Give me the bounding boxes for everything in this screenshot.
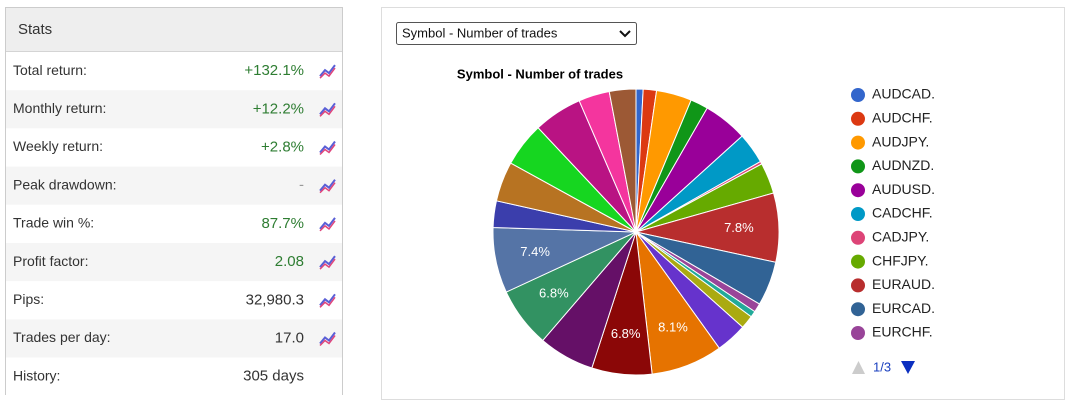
pie: 7.8% 8.1% 6.8% 6.8% 7.4% bbox=[492, 88, 780, 376]
stats-value: +2.8% bbox=[261, 138, 304, 155]
stats-row bbox=[6, 166, 342, 205]
chart-icon[interactable] bbox=[319, 102, 336, 117]
icon-line bbox=[319, 144, 336, 156]
legend-label: AUDUSD. bbox=[872, 181, 935, 197]
legend-label: CHFJPY. bbox=[872, 252, 929, 268]
stats-label: Profit factor: bbox=[13, 253, 88, 269]
legend: AUDCAD. AUDCHF. AUDJPY. AUDNZD. AUDUSD. CADCH… bbox=[851, 86, 935, 340]
icon-line bbox=[319, 64, 336, 77]
legend-swatch bbox=[851, 111, 865, 126]
legend-label: CADCHF. bbox=[872, 205, 933, 221]
icon-line bbox=[319, 182, 336, 194]
legend-label: AUDCAD. bbox=[872, 86, 935, 102]
slice-label: 6.8% bbox=[539, 286, 569, 301]
stats-row bbox=[6, 281, 342, 320]
icon-line bbox=[319, 217, 336, 230]
stats-label: Total return: bbox=[13, 62, 87, 78]
icon-line bbox=[319, 255, 336, 268]
chart-title: Symbol - Number of trades bbox=[457, 66, 623, 81]
stats-label: Weekly return: bbox=[13, 138, 103, 154]
legend-label: EURAUD. bbox=[872, 276, 935, 292]
stats-value: 17.0 bbox=[275, 329, 304, 346]
prev-page[interactable] bbox=[852, 361, 865, 374]
slice-label: 6.8% bbox=[611, 326, 641, 341]
legend-label: AUDJPY. bbox=[872, 133, 929, 149]
legend-swatch bbox=[851, 207, 865, 221]
icon-line bbox=[319, 258, 336, 270]
stats-row bbox=[6, 128, 342, 167]
stats-title: Stats bbox=[18, 21, 52, 38]
select-text: Symbol - Number of trades bbox=[402, 25, 558, 40]
icon-line bbox=[319, 102, 336, 115]
legend-label: EURCHF. bbox=[872, 324, 933, 340]
stats-label: Trade win %: bbox=[13, 215, 94, 231]
stats-value: 2.08 bbox=[275, 253, 304, 270]
legend-swatch bbox=[851, 326, 865, 340]
icon-line bbox=[319, 67, 336, 79]
legend-swatch bbox=[851, 254, 865, 269]
select-arrow bbox=[619, 30, 631, 38]
legend-swatch bbox=[851, 302, 865, 317]
stats-label: History: bbox=[13, 367, 60, 383]
stats-label: Monthly return: bbox=[13, 100, 106, 116]
icon-line bbox=[319, 220, 336, 232]
stats-row bbox=[6, 243, 342, 282]
stats-label: Pips: bbox=[13, 291, 44, 307]
icon-line bbox=[319, 335, 336, 347]
stats-label: Trades per day: bbox=[13, 329, 111, 345]
stats-header bbox=[6, 8, 342, 52]
chart-icon[interactable] bbox=[319, 331, 336, 347]
stats-value: 87.7% bbox=[261, 215, 304, 232]
stats-row bbox=[6, 319, 342, 358]
select[interactable] bbox=[396, 22, 637, 45]
stats-rows: Total return: +132.1% Monthly return: +12.2… bbox=[6, 52, 342, 396]
chart-icon[interactable] bbox=[319, 140, 336, 156]
stats-label: Peak drawdown: bbox=[13, 176, 117, 192]
stats-row bbox=[6, 52, 342, 91]
stats-row bbox=[6, 90, 342, 129]
legend-swatch bbox=[851, 88, 865, 102]
icon-line bbox=[319, 105, 336, 117]
stats-value: +12.2% bbox=[253, 100, 304, 117]
chart-icon[interactable] bbox=[319, 217, 336, 232]
icon-line bbox=[319, 331, 336, 345]
slice-label: 7.4% bbox=[520, 244, 550, 259]
slice-label: 7.8% bbox=[724, 220, 754, 235]
legend-swatch bbox=[851, 135, 865, 150]
chart-icon[interactable] bbox=[319, 179, 336, 194]
stats-value: - bbox=[299, 177, 304, 194]
legend-swatch bbox=[851, 183, 865, 198]
legend-page: 1/3 bbox=[873, 359, 891, 374]
chart-icon[interactable] bbox=[319, 64, 336, 79]
pie-slice bbox=[608, 88, 637, 233]
legend-swatch bbox=[851, 159, 865, 174]
legend-label: AUDNZD. bbox=[872, 157, 934, 173]
chart-icon[interactable] bbox=[319, 293, 336, 308]
next-page[interactable] bbox=[901, 361, 915, 374]
stats-value: 305 days bbox=[243, 368, 304, 385]
legend-label: CADJPY. bbox=[872, 229, 929, 245]
icon-line bbox=[319, 179, 336, 192]
slice-label: 8.1% bbox=[658, 320, 688, 335]
legend-label: EURCAD. bbox=[872, 300, 935, 316]
stats-value: 32,980.3 bbox=[246, 291, 304, 308]
stats-value: +132.1% bbox=[244, 62, 304, 79]
icon-line bbox=[319, 296, 336, 308]
stats-row bbox=[6, 357, 342, 396]
icon-line bbox=[319, 293, 336, 306]
legend-swatch bbox=[851, 278, 865, 293]
stats-row bbox=[6, 204, 342, 243]
legend-label: AUDCHF. bbox=[872, 110, 933, 126]
icon-line bbox=[319, 140, 336, 154]
chart-icon[interactable] bbox=[319, 255, 336, 270]
legend-swatch bbox=[851, 230, 865, 245]
